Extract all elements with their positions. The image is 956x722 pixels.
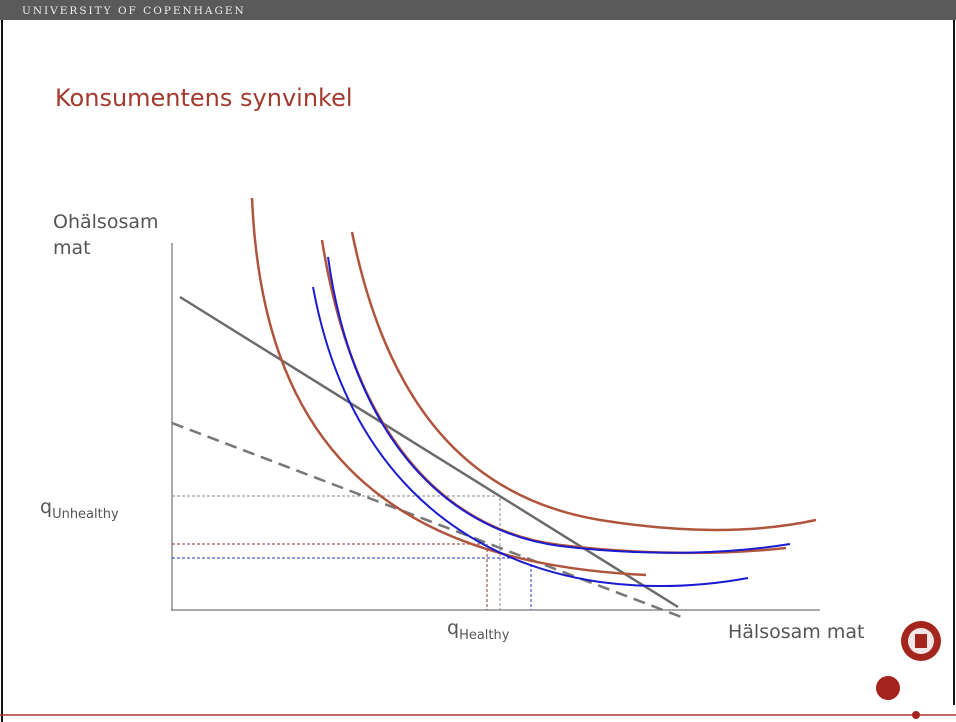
header-bar	[0, 0, 956, 20]
seal-shield	[915, 634, 927, 648]
budget-line-dashed	[171, 421, 685, 620]
symbol: q	[447, 617, 459, 639]
symbol: q	[40, 496, 52, 518]
q-healthy-label: qHealthy	[447, 617, 510, 643]
y-axis-label: Ohälsosam	[53, 211, 159, 233]
blue-curve-1	[327, 256, 791, 554]
red-circle	[876, 676, 900, 700]
slide-title: Konsumentens synvinkel	[55, 84, 353, 112]
guide-brown	[172, 543, 488, 610]
footer-dot	[912, 711, 920, 719]
header-text: UNIVERSITY OF COPENHAGEN	[22, 5, 246, 17]
guide-blue	[172, 557, 532, 610]
indifference-curve-3	[350, 231, 817, 532]
q-unhealthy-label: qUnhealthy	[40, 496, 119, 522]
x-axis-label: Hälsosam mat	[728, 621, 864, 643]
y-axis-label: mat	[53, 237, 91, 259]
subscript: Healthy	[459, 628, 510, 643]
blue-curve-2	[312, 286, 749, 588]
guide-unhealthy	[172, 495, 501, 610]
subscript: Unhealthy	[52, 507, 119, 522]
indifference-curve-1	[250, 197, 647, 577]
budget-line	[179, 295, 679, 609]
